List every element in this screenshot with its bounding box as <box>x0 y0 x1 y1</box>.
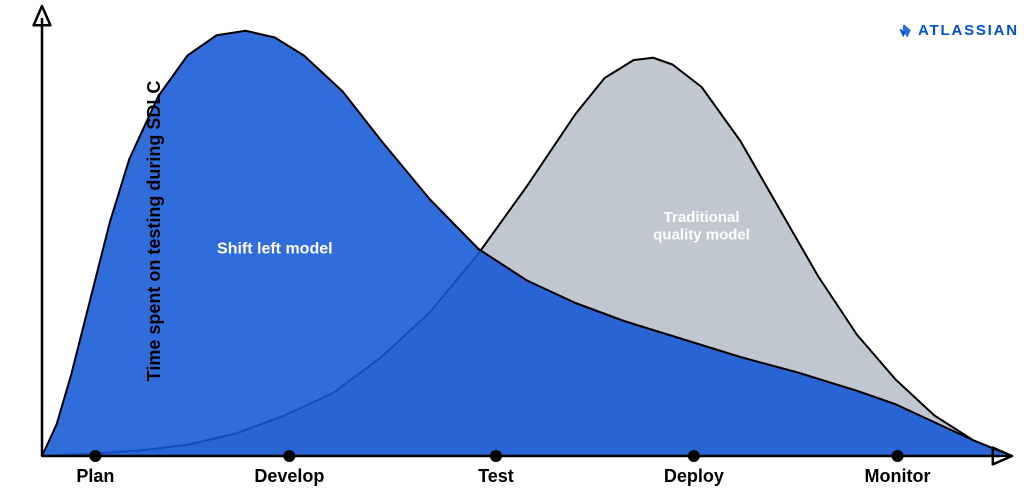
x-axis-label-deploy: Deploy <box>664 466 724 487</box>
x-axis-label-plan: Plan <box>76 466 114 487</box>
x-tick <box>688 450 700 462</box>
x-tick <box>490 450 502 462</box>
x-tick <box>283 450 295 462</box>
series-label: Shift left model <box>217 241 333 258</box>
series-label: Traditionalquality model <box>653 209 750 243</box>
y-axis-label: Time spent on testing during SDLC <box>144 81 165 382</box>
x-axis-labels: Plan Develop Test Deploy Monitor <box>0 466 1024 496</box>
brand-atlassian: ATLASSIAN <box>896 22 1019 39</box>
x-axis-label-develop: Develop <box>254 466 324 487</box>
atlassian-logo-icon <box>896 23 912 39</box>
x-axis-label-monitor: Monitor <box>865 466 931 487</box>
x-tick <box>89 450 101 462</box>
x-axis-label-test: Test <box>478 466 514 487</box>
x-tick <box>892 450 904 462</box>
brand-text: ATLASSIAN <box>918 22 1019 39</box>
